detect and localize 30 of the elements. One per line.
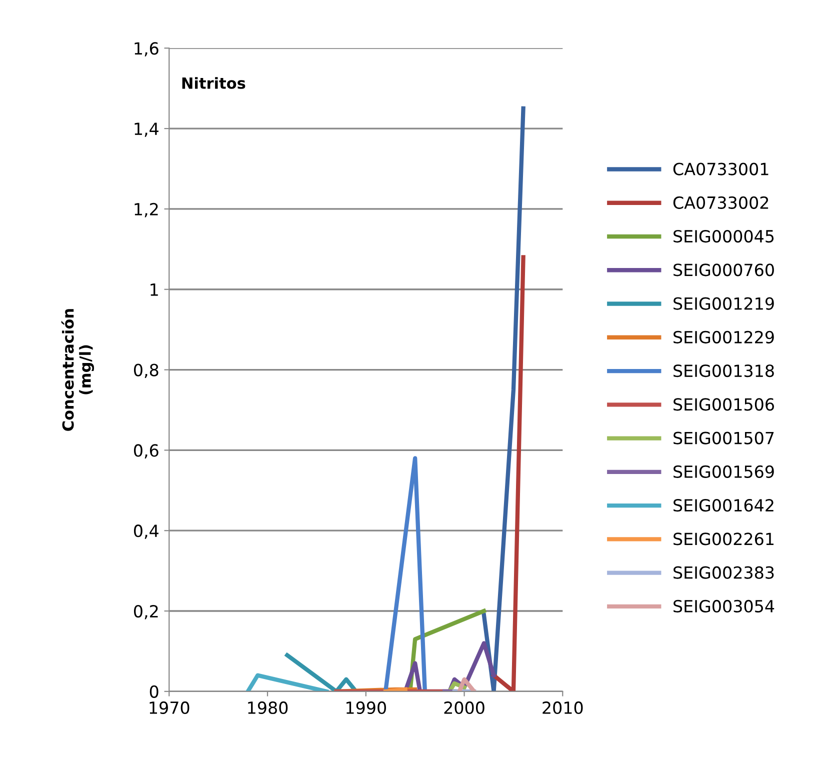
legend-label: SEIG002383 <box>674 566 774 579</box>
legend-label: SEIG001219 <box>674 297 774 310</box>
y-tick-label: 1 <box>150 284 158 296</box>
legend-label: SEIG001229 <box>674 330 774 344</box>
legend-label: SEIG001569 <box>674 465 774 478</box>
x-tick-label: 1980 <box>248 701 288 714</box>
legend-label: CA0733001 <box>673 162 768 176</box>
x-tick-label: 2010 <box>542 701 583 714</box>
y-tick-label: 0,2 <box>134 604 158 620</box>
text: Nitritos <box>182 77 246 89</box>
legend-label: CA0733002 <box>673 196 768 209</box>
x-tick-label: 2000 <box>444 701 484 714</box>
y-tick-label: 0,6 <box>134 444 158 458</box>
legend-label: SEIG000760 <box>674 264 774 276</box>
legend-label: SEIG001642 <box>674 499 774 512</box>
legend-label: SEIG003054 <box>674 600 774 613</box>
x-tick-label: 1990 <box>346 701 386 714</box>
y-axis-title: Concentración (mg/l) <box>61 309 94 431</box>
y-tick-label: 1,4 <box>134 122 158 137</box>
legend-label: SEIG001506 <box>674 398 774 411</box>
x-tick-label: 1970 <box>150 701 190 714</box>
legend-label: SEIG002261 <box>674 532 774 546</box>
y-tick-label: 0,4 <box>134 524 158 539</box>
legend-label: SEIG000045 <box>674 230 774 243</box>
y-tick-label: 0,8 <box>134 364 158 378</box>
y-tick-label: 1,2 <box>134 202 158 218</box>
legend-label: SEIG001507 <box>674 432 774 444</box>
legend-label: SEIG001318 <box>674 364 774 378</box>
y-tick-label: 0 <box>150 685 158 698</box>
y-tick-label: 1,6 <box>134 42 158 56</box>
